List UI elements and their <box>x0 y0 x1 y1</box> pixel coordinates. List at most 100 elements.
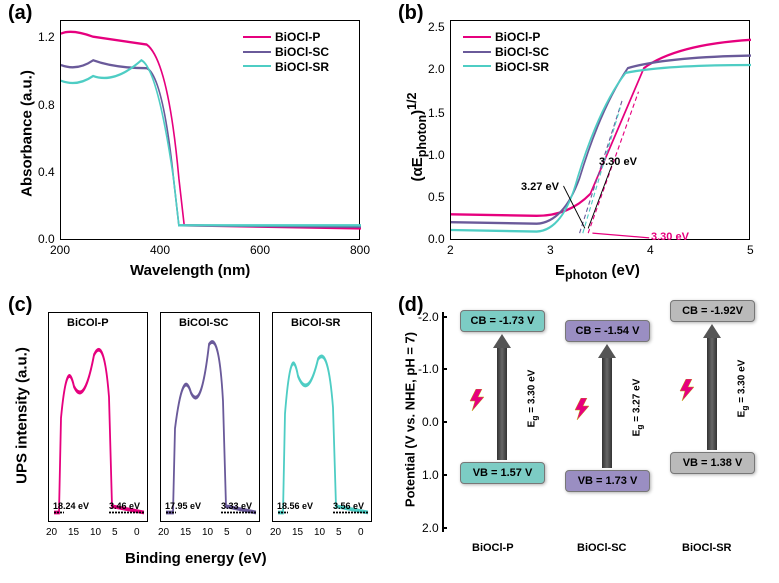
dash-sr <box>583 107 621 233</box>
panel-c-ylabel: UPS intensity (a.u.) <box>14 336 31 496</box>
panel-b-chart: 3.27 eV 3.30 eV 3.30 eV BiOCl-P BiOCl-SC… <box>450 20 750 240</box>
panel-d: (d) Potential (V vs. NHE, pH = 7) -2.0 -… <box>390 292 779 583</box>
cb-box: CB = -1.54 V <box>565 320 650 342</box>
tick <box>442 527 447 529</box>
vb-box: VB = 1.38 V <box>670 452 755 474</box>
panel-a-ylabel: Absorbance (a.u.) <box>19 59 36 209</box>
eg-label: Eg = 3.30 eV <box>526 370 539 428</box>
ytick: -1.0 <box>418 362 439 376</box>
panel-a-label: (a) <box>8 2 32 25</box>
ytick: 0.0 <box>428 232 445 246</box>
ytick: 1.0 <box>428 148 445 162</box>
ytick: 2.0 <box>428 62 445 76</box>
panel-d-ylabel: Potential (V vs. NHE, pH = 7) <box>403 325 418 515</box>
tick <box>442 368 447 370</box>
eg-annot: 3.30 eV <box>651 231 689 243</box>
panel-d-label: (d) <box>398 294 424 317</box>
cb-box: CB = -1.92V <box>670 300 755 322</box>
eg-annot: 3.30 eV <box>599 156 637 168</box>
xtick: 20 <box>46 527 57 538</box>
xtick: 200 <box>50 243 70 257</box>
legend-sr: BiOCl-SR <box>495 59 549 73</box>
xtick: 5 <box>112 527 118 538</box>
xtick: 15 <box>68 527 79 538</box>
ups-curve <box>54 350 144 513</box>
xtick: 0 <box>246 527 252 538</box>
panel-a: (a) Absorbance (a.u.) Wavelength (nm) Bi… <box>0 0 390 292</box>
xtick: 15 <box>180 527 191 538</box>
panel-a-legend: BiOCl-P BiOCl-SC BiOCl-SR <box>243 29 329 73</box>
arrow-head-icon <box>598 344 616 358</box>
series-sr <box>61 60 361 225</box>
panel-b-ylabel: (αEphoton)1/2 <box>405 62 429 212</box>
band-arrow <box>602 354 612 468</box>
sample-name: BiOCl-SR <box>682 542 732 554</box>
arrow-head-icon <box>493 334 511 348</box>
xtick: 600 <box>250 243 270 257</box>
xtick: 4 <box>647 243 654 257</box>
ytick: 1.2 <box>38 30 55 44</box>
sample-name: BiOCl-P <box>472 542 514 554</box>
ups-left-ev: 18.56 eV <box>277 501 313 511</box>
panel-b-label: (b) <box>398 2 424 25</box>
ups-subpanel: BiCOl-P 18.24 eV 3.46 eV <box>48 312 148 522</box>
ups-subpanel: BiCOl-SC 17.95 eV 3.33 eV <box>160 312 260 522</box>
panel-b-xlabel: Ephoton (eV) <box>555 262 640 282</box>
legend-p: BiOCl-P <box>495 30 540 44</box>
xtick: 5 <box>224 527 230 538</box>
ytick: 1.5 <box>428 106 445 120</box>
eg-label: Eg = 3.30 eV <box>736 360 749 418</box>
ytick: 0.5 <box>428 190 445 204</box>
ytick: 2.5 <box>428 20 445 34</box>
eg-label: Eg = 3.27 eV <box>631 379 644 437</box>
xtick: 15 <box>292 527 303 538</box>
xtick: 0 <box>358 527 364 538</box>
band-arrow <box>497 344 507 460</box>
ytick: 2.0 <box>422 521 439 535</box>
ups-curve <box>166 342 256 513</box>
ytick: 1.0 <box>422 468 439 482</box>
tick <box>442 421 447 423</box>
ups-left-ev: 17.95 eV <box>165 501 201 511</box>
vb-box: VB = 1.73 V <box>565 470 650 492</box>
xtick: 3 <box>547 243 554 257</box>
arrow-line <box>592 233 649 238</box>
xtick: 10 <box>90 527 101 538</box>
xtick: 5 <box>747 243 754 257</box>
cb-box: CB = -1.73 V <box>460 310 545 332</box>
ups-right-ev: 3.46 eV <box>109 501 140 511</box>
ytick: 0.8 <box>38 98 55 112</box>
tauc-sr <box>451 65 751 232</box>
ups-curve <box>278 356 368 512</box>
legend-sr: BiOCl-SR <box>275 59 329 73</box>
xtick: 400 <box>150 243 170 257</box>
ups-right-ev: 3.56 eV <box>333 501 364 511</box>
legend-sc: BiOCl-SC <box>495 45 549 59</box>
eg-annot: 3.27 eV <box>521 181 559 193</box>
sample-name: BiOCl-SC <box>577 542 627 554</box>
panel-c-label: (c) <box>8 294 32 317</box>
panel-c-xlabel: Binding energy (eV) <box>125 550 267 567</box>
legend-sc: BiOCl-SC <box>275 45 329 59</box>
vb-box: VB = 1.57 V <box>460 462 545 484</box>
arrow-head-icon <box>703 324 721 338</box>
xtick: 20 <box>270 527 281 538</box>
panel-b-legend: BiOCl-P BiOCl-SC BiOCl-SR <box>463 29 549 73</box>
band-arrow <box>707 334 717 450</box>
xtick: 0 <box>134 527 140 538</box>
ytick: 0.4 <box>38 165 55 179</box>
ups-left-ev: 18.24 eV <box>53 501 89 511</box>
ups-subpanel: BiCOl-SR 18.56 eV 3.56 eV <box>272 312 372 522</box>
panel-c: (c) UPS intensity (a.u.) Binding energy … <box>0 292 390 583</box>
tick <box>442 316 447 318</box>
xtick: 10 <box>202 527 213 538</box>
ytick: 0.0 <box>422 415 439 429</box>
ups-right-ev: 3.33 eV <box>221 501 252 511</box>
xtick: 800 <box>350 243 370 257</box>
tick <box>442 474 447 476</box>
legend-p: BiOCl-P <box>275 30 320 44</box>
xtick: 20 <box>158 527 169 538</box>
series-sc <box>61 60 361 227</box>
panel-a-chart: BiOCl-P BiOCl-SC BiOCl-SR <box>60 20 360 240</box>
panel-a-xlabel: Wavelength (nm) <box>130 262 250 279</box>
